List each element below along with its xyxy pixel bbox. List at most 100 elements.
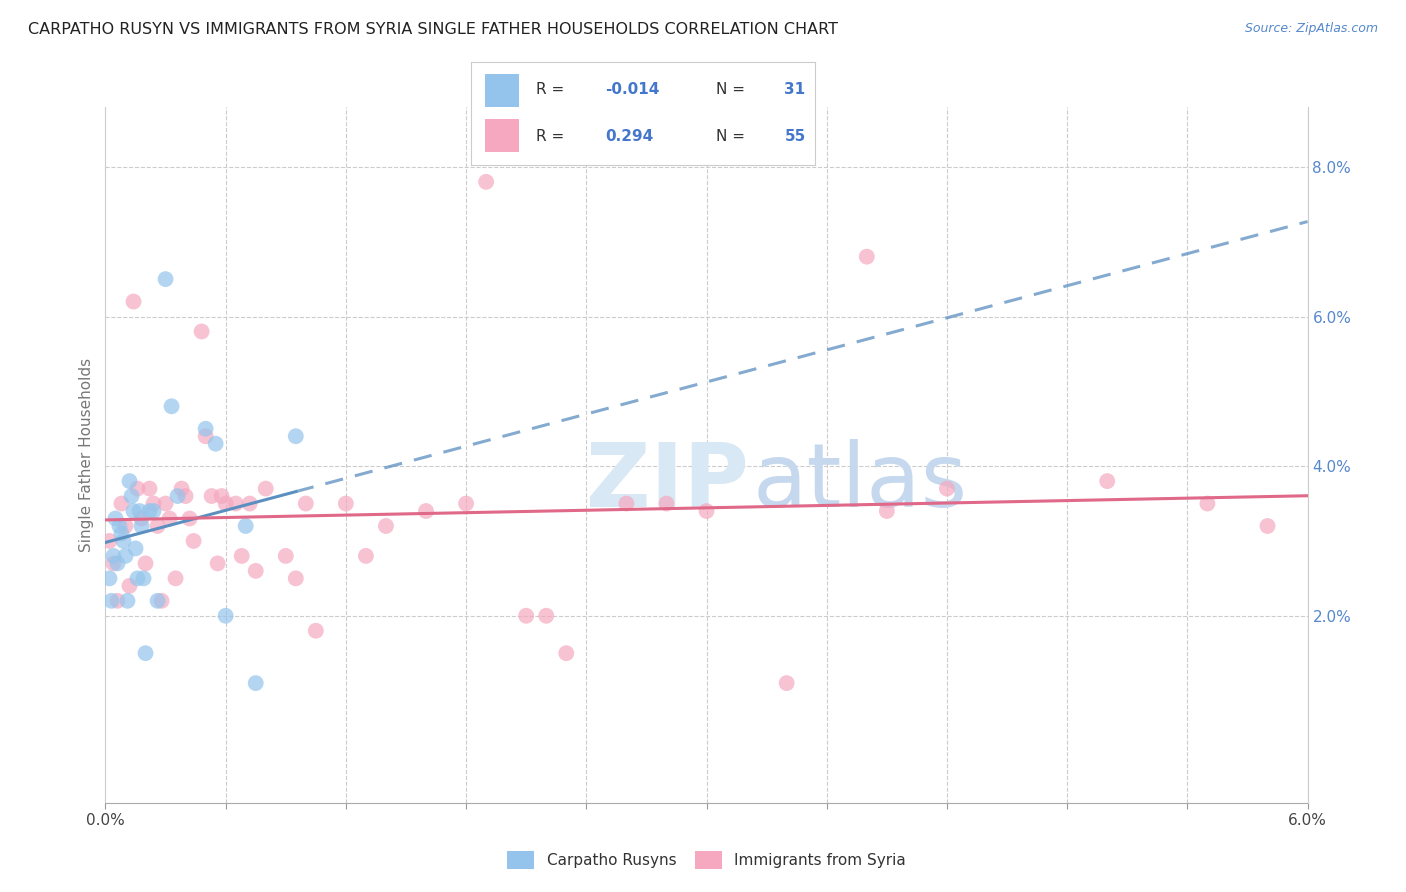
Point [211,489,233,503]
Point [190,325,212,339]
Point [117,594,139,608]
Point [166,489,188,503]
Point [135,557,157,571]
Y-axis label: Single Father Households: Single Father Households [79,358,94,552]
Point [155,497,177,511]
Point [103,549,125,563]
Point [454,497,477,511]
Point [194,422,217,436]
Point [284,429,307,443]
Point [131,511,153,525]
Point [146,519,169,533]
Point [160,399,183,413]
Point [114,549,136,563]
Point [110,526,132,541]
Point [274,549,297,563]
Point [214,608,236,623]
Point [138,504,160,518]
Point [254,482,277,496]
Point [183,533,205,548]
Point [305,624,328,638]
Point [374,519,398,533]
Point [174,489,197,503]
Point [98,571,121,585]
Point [127,571,149,585]
Point [98,533,121,548]
Point [1257,519,1279,533]
Bar [485,74,519,106]
Point [555,646,578,660]
Point [159,511,181,525]
Point [150,594,173,608]
Point [124,541,146,556]
Point [107,557,129,571]
Point [135,646,157,660]
Text: N =: N = [716,81,745,96]
Text: Source: ZipAtlas.com: Source: ZipAtlas.com [1244,22,1378,36]
Point [284,571,307,585]
Point [235,519,257,533]
Point [1097,474,1119,488]
Point [335,497,357,511]
Text: N =: N = [716,128,745,144]
Point [515,608,537,623]
Point [104,511,127,525]
Text: R =: R = [537,128,565,144]
Point [1197,497,1219,511]
Point [114,519,136,533]
Point [107,594,129,608]
Point [131,519,153,533]
Point [121,489,143,503]
Point [142,497,165,511]
Point [295,497,318,511]
Legend: Carpatho Rusyns, Immigrants from Syria: Carpatho Rusyns, Immigrants from Syria [501,846,912,875]
Point [194,429,217,443]
Point [138,482,160,496]
Point [239,497,262,511]
Point [112,533,135,548]
Point [165,571,187,585]
Text: ZIP: ZIP [586,439,748,526]
Point [100,594,122,608]
Point [207,557,229,571]
Point [108,519,131,533]
Point [616,497,638,511]
Point [225,497,247,511]
Point [146,594,169,608]
Point [118,579,141,593]
Point [142,504,165,518]
Text: 0.294: 0.294 [606,128,654,144]
Point [354,549,377,563]
Point [855,250,877,264]
Point [170,482,193,496]
Point [103,557,125,571]
Text: R =: R = [537,81,565,96]
Point [231,549,253,563]
Point [179,511,201,525]
Point [122,504,145,518]
Point [118,474,141,488]
Point [127,482,149,496]
Bar [485,119,519,152]
Point [776,676,799,690]
Point [655,497,678,511]
Point [155,272,177,286]
Text: 31: 31 [785,81,806,96]
Point [936,482,959,496]
Text: -0.014: -0.014 [606,81,659,96]
Text: CARPATHO RUSYN VS IMMIGRANTS FROM SYRIA SINGLE FATHER HOUSEHOLDS CORRELATION CHA: CARPATHO RUSYN VS IMMIGRANTS FROM SYRIA … [28,22,838,37]
Point [204,436,226,450]
Point [534,608,557,623]
Point [132,571,155,585]
Text: 55: 55 [785,128,806,144]
Point [201,489,224,503]
Text: atlas: atlas [752,439,967,526]
Point [110,497,132,511]
Point [415,504,437,518]
Point [696,504,718,518]
Point [214,497,236,511]
Point [245,676,267,690]
Point [122,294,145,309]
Point [475,175,498,189]
Point [876,504,898,518]
